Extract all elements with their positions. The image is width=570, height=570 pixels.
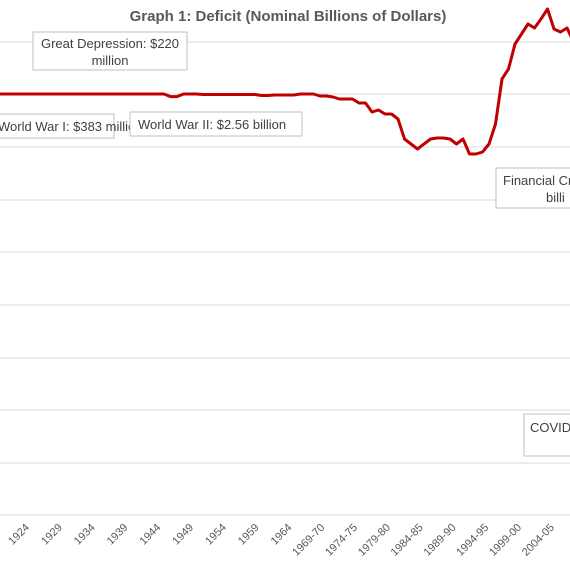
x-tick-label: 1929 (39, 522, 65, 548)
x-tick-label: 1994-95 (454, 522, 491, 559)
x-tick-label: 1984-85 (389, 522, 426, 559)
x-tick-label: 1989-90 (421, 522, 458, 559)
x-tick-label: 1954 (203, 522, 229, 548)
annotation-ww2: World War II: $2.56 billion (129, 111, 303, 137)
annotation-ww1-text: World War I: $383 million (0, 119, 143, 134)
annotation-great-depression-line1: Great Depression: $220 (41, 36, 179, 51)
annotation-ww2-text: World War II: $2.56 billion (138, 117, 286, 132)
annotation-financial-crisis-line1: Financial Cr (503, 173, 570, 188)
x-tick-label: 2004-05 (520, 522, 557, 559)
chart-title: Graph 1: Deficit (Nominal Billions of Do… (130, 8, 447, 25)
x-tick-label: 1924 (6, 522, 32, 548)
deficit-line (0, 7, 570, 156)
x-tick-label: 1944 (138, 522, 164, 548)
annotation-covid: COVID (523, 413, 570, 457)
data-series (0, 7, 570, 156)
annotation-financial-crisis: Financial Cr billi (495, 167, 570, 209)
annotation-financial-crisis-line2: billi (546, 190, 565, 205)
x-tick-label: 1934 (72, 522, 98, 548)
x-tick-label: 1999-00 (487, 522, 524, 559)
x-tick-label: 1974-75 (323, 522, 360, 559)
annotation-great-depression-line2: million (92, 53, 129, 68)
x-tick-label: 1959 (236, 522, 262, 548)
x-tick-label: 1964 (269, 522, 295, 548)
x-axis-tick-labels: 1924 1929 1934 1939 1944 1949 1954 1959 19641969… (6, 522, 557, 559)
annotation-covid-text: COVID (530, 420, 570, 435)
annotation-great-depression: Great Depression: $220 million (32, 31, 188, 71)
x-tick-label: 1979-80 (356, 522, 393, 559)
annotation-ww1: World War I: $383 million (0, 113, 143, 139)
x-tick-label: 1969-70 (290, 522, 327, 559)
x-tick-label: 1949 (170, 522, 196, 548)
x-tick-label: 1939 (105, 522, 131, 548)
